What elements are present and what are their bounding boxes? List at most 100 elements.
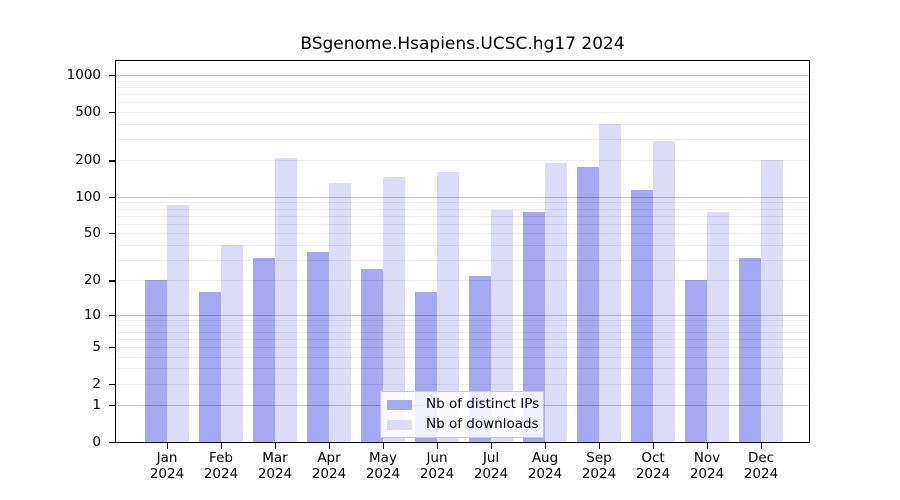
- gridline-80: [116, 208, 809, 210]
- plot-area: [115, 60, 810, 443]
- x-axis-tick-sep: [599, 443, 601, 449]
- bar-downloads-nov: [707, 212, 729, 442]
- y-axis-label-200: 200: [75, 152, 101, 169]
- bar-downloads-feb: [221, 244, 243, 442]
- x-axis-tick-may: [383, 443, 385, 449]
- bar-downloads-apr: [329, 183, 351, 442]
- y-axis-tick-100: [109, 196, 115, 199]
- gridline-10: [116, 314, 809, 316]
- gridline-900: [116, 80, 809, 82]
- gridline-20: [116, 280, 809, 282]
- bar-downloads-dec: [761, 160, 783, 442]
- gridline-800: [116, 86, 809, 88]
- x-axis-tick-apr: [329, 443, 331, 449]
- x-axis-tick-jul: [491, 443, 493, 449]
- x-axis-label-sep: Sep 2024: [581, 450, 617, 482]
- x-axis-tick-oct: [653, 443, 655, 449]
- x-axis-label-apr: Apr 2024: [311, 450, 347, 482]
- bar-distinct-ips-may: [361, 268, 383, 442]
- x-axis-tick-jun: [437, 443, 439, 449]
- gridline-8: [116, 325, 809, 327]
- y-axis-tick-200: [109, 160, 115, 162]
- chart-title: BSgenome.Hsapiens.UCSC.hg17 2024: [300, 34, 625, 54]
- y-axis-tick-2: [109, 383, 115, 385]
- legend-label-downloads: Nb of downloads: [426, 416, 539, 432]
- gridline-2: [116, 383, 809, 385]
- x-axis-label-nov: Nov 2024: [689, 450, 725, 482]
- y-axis-label-10: 10: [83, 306, 101, 323]
- gridline-90: [116, 202, 809, 204]
- y-axis-label-5: 5: [92, 338, 101, 355]
- legend-entry-downloads: Nb of downloads: [387, 416, 543, 433]
- y-axis-tick-1000: [109, 75, 115, 77]
- x-axis-tick-aug: [545, 443, 547, 449]
- y-axis-tick-5: [109, 346, 115, 349]
- gridline-1000: [116, 75, 809, 76]
- x-axis-label-feb: Feb 2024: [203, 450, 239, 482]
- y-axis-tick-1: [109, 405, 115, 407]
- bar-distinct-ips-oct: [631, 189, 653, 442]
- bar-downloads-jul: [491, 209, 513, 442]
- legend-swatch-downloads: [387, 419, 412, 430]
- bar-downloads-oct: [653, 140, 675, 442]
- bar-downloads-aug: [545, 163, 567, 442]
- gridline-300: [116, 138, 809, 140]
- bar-downloads-jun: [437, 172, 459, 442]
- x-axis-label-jan: Jan 2024: [149, 450, 185, 482]
- y-axis-label-20: 20: [83, 272, 101, 289]
- x-axis-tick-jan: [167, 443, 169, 449]
- legend: Nb of distinct IPs Nb of downloads: [380, 391, 544, 438]
- bar-distinct-ips-sep: [577, 166, 599, 442]
- gridline-3: [116, 368, 809, 370]
- x-axis-label-oct: Oct 2024: [635, 450, 671, 482]
- bar-downloads-sep: [599, 123, 621, 442]
- gridline-5: [116, 346, 809, 348]
- gridline-200: [116, 160, 809, 162]
- bar-distinct-ips-mar: [253, 257, 275, 442]
- x-axis-tick-dec: [761, 443, 763, 449]
- x-axis-tick-feb: [221, 443, 223, 449]
- gridline-4: [116, 356, 809, 358]
- x-axis-label-dec: Dec 2024: [743, 450, 779, 482]
- y-axis-tick-10: [109, 314, 115, 316]
- gridline-60: [116, 223, 809, 225]
- y-axis-label-50: 50: [83, 225, 101, 242]
- bar-distinct-ips-jan: [145, 280, 167, 442]
- x-axis-label-may: May 2024: [365, 450, 401, 482]
- y-axis-label-1000: 1000: [66, 67, 101, 83]
- bar-distinct-ips-apr: [307, 251, 329, 442]
- bar-downloads-jan: [167, 205, 189, 442]
- gridline-6: [116, 338, 809, 340]
- y-axis-label-0: 0: [92, 434, 101, 450]
- gridline-700: [116, 94, 809, 95]
- x-axis-label-jun: Jun 2024: [419, 450, 455, 482]
- gridline-40: [116, 244, 809, 246]
- bar-distinct-ips-aug: [523, 212, 545, 442]
- gridline-30: [116, 259, 809, 261]
- x-axis-tick-mar: [275, 443, 277, 449]
- bar-distinct-ips-dec: [739, 257, 761, 442]
- bar-distinct-ips-nov: [685, 280, 707, 442]
- legend-swatch-distinct-ips: [387, 399, 412, 410]
- gridline-500: [116, 111, 809, 113]
- gridline-9: [116, 319, 809, 321]
- gridline-50: [116, 233, 809, 235]
- y-axis-tick-0: [109, 442, 115, 444]
- bar-downloads-mar: [275, 157, 297, 442]
- gridline-600: [116, 102, 809, 104]
- x-axis-label-aug: Aug 2024: [527, 450, 563, 482]
- bar-distinct-ips-feb: [199, 291, 221, 442]
- x-axis-tick-nov: [707, 443, 709, 449]
- x-axis-label-mar: Mar 2024: [257, 450, 293, 482]
- y-axis-label-2: 2: [92, 375, 101, 392]
- gridline-70: [116, 215, 809, 217]
- y-axis-label-100: 100: [75, 188, 101, 205]
- y-axis-tick-50: [109, 233, 115, 235]
- gridline-7: [116, 331, 809, 333]
- legend-label-distinct-ips: Nb of distinct IPs: [426, 396, 540, 412]
- y-axis-tick-500: [109, 111, 115, 114]
- gridline-100: [116, 196, 809, 198]
- gridline-400: [116, 123, 809, 125]
- bar-downloads-may: [383, 177, 405, 442]
